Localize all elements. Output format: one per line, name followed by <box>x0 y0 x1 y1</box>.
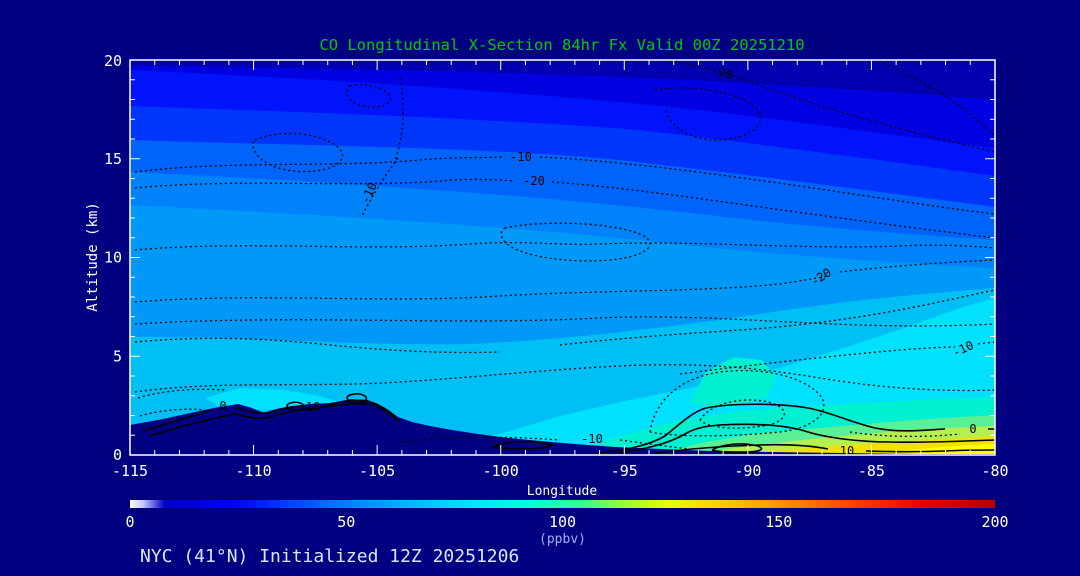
contour-label: -10 <box>581 432 603 446</box>
axis-ticks <box>129 59 996 456</box>
solid-contours <box>142 393 995 454</box>
svg-text:0: 0 <box>113 446 122 464</box>
svg-text:0: 0 <box>125 513 134 531</box>
x-axis-title: Longitude <box>527 484 598 499</box>
x-axis-tick-labels: -115 -110 -105 -100 -95 -90 -85 -80 <box>112 462 1009 480</box>
svg-text:200: 200 <box>981 513 1008 531</box>
svg-text:50: 50 <box>337 513 355 531</box>
svg-text:20: 20 <box>104 52 122 70</box>
contour-label: 10 <box>306 400 320 414</box>
contour-label: 0 <box>219 399 226 413</box>
svg-text:10: 10 <box>104 249 122 267</box>
contour-label: -10 <box>510 150 532 164</box>
svg-text:-115: -115 <box>112 462 148 480</box>
contour-label: -20 <box>523 174 545 188</box>
svg-text:-85: -85 <box>858 462 885 480</box>
svg-text:-80: -80 <box>981 462 1008 480</box>
svg-text:-100: -100 <box>483 462 519 480</box>
dotted-contours <box>134 60 995 450</box>
svg-text:-105: -105 <box>359 462 395 480</box>
contour-label: -10 <box>709 62 734 83</box>
y-axis-title: Altitude (km) <box>85 202 101 312</box>
chart-title: CO Longitudinal X-Section 84hr Fx Valid … <box>319 36 804 54</box>
contour-label: 10 <box>840 444 854 458</box>
colorbar <box>130 500 995 508</box>
svg-text:5: 5 <box>113 347 122 365</box>
y-axis-tick-labels: 0 5 10 15 20 <box>104 52 122 464</box>
run-info-text: NYC (41°N) Initialized 12Z 20251206 <box>140 546 519 567</box>
svg-text:-95: -95 <box>611 462 638 480</box>
colorbar-units-label: (ppbv) <box>539 532 586 547</box>
svg-text:150: 150 <box>765 513 792 531</box>
terrain-silhouette <box>130 399 995 455</box>
colorbar-tick-labels: 0 50 100 150 200 <box>125 513 1008 531</box>
contour-field: -10 -10 -20 -10 -20 -10 -10 0 10 0 10 <box>130 60 995 458</box>
svg-text:15: 15 <box>104 150 122 168</box>
svg-text:100: 100 <box>549 513 576 531</box>
svg-text:-110: -110 <box>236 462 272 480</box>
svg-text:-90: -90 <box>734 462 761 480</box>
contour-label: 0 <box>969 422 976 436</box>
